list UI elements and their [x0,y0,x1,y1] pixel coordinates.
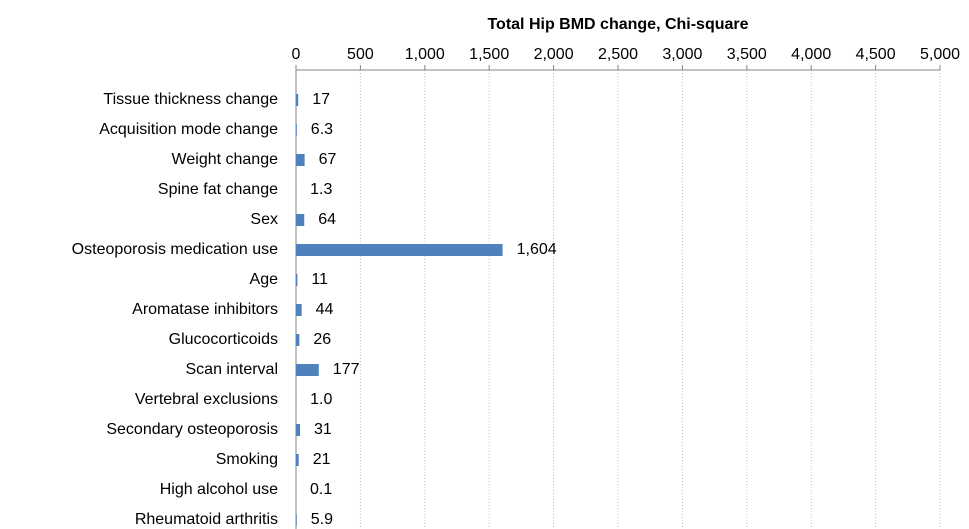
x-tick-label: 2,500 [598,46,638,63]
y-tick-label: Vertebral exclusions [135,391,278,408]
bar [296,364,319,376]
bar [296,244,503,256]
y-tick-label: Aromatase inhibitors [132,301,278,318]
x-tick-label: 1,000 [405,46,445,63]
y-tick-label: Secondary osteoporosis [106,421,278,438]
y-tick-label: Tissue thickness change [103,91,278,108]
y-tick-label: Acquisition mode change [99,121,278,138]
data-label: 1.0 [310,391,332,408]
y-tick-label: Scan interval [186,361,279,378]
bar [296,424,300,436]
bar [296,94,299,106]
y-tick-label: Osteoporosis medication use [72,241,278,258]
y-tick-label: Weight change [172,151,279,168]
data-label: 1,604 [517,241,557,258]
data-label: 17 [312,91,330,108]
bar [296,274,298,286]
chart-title: Total Hip BMD change, Chi-square [487,16,748,33]
data-label: 177 [333,361,360,378]
x-tick-label: 4,500 [856,46,896,63]
x-tick-label: 2,000 [534,46,574,63]
bar [296,454,299,466]
x-tick-label: 500 [347,46,374,63]
y-tick-label: Spine fat change [158,181,278,198]
data-label: 31 [314,421,332,438]
bar [296,334,300,346]
y-tick-label: Rheumatoid arthritis [135,511,278,528]
data-label: 64 [318,211,336,228]
data-label: 26 [313,331,331,348]
data-label: 5.9 [311,511,333,528]
x-tick-label: 5,000 [920,46,960,63]
y-tick-label: Age [250,271,279,288]
y-tick-label: High alcohol use [160,481,278,498]
x-tick-label: 1,500 [469,46,509,63]
data-label: 0.1 [310,481,332,498]
x-tick-label: 3,000 [662,46,702,63]
bar [296,214,305,226]
data-label: 1.3 [310,181,332,198]
bar [296,124,297,136]
y-tick-label: Sex [250,211,278,228]
data-label: 11 [311,271,328,288]
data-label: 6.3 [311,121,333,138]
y-tick-label: Glucocorticoids [169,331,278,348]
data-label: 67 [319,151,337,168]
x-tick-label: 0 [292,46,301,63]
bar [296,514,297,526]
y-tick-label: Smoking [216,451,278,468]
data-label: 44 [316,301,334,318]
x-tick-label: 4,000 [791,46,831,63]
x-tick-label: 3,500 [727,46,767,63]
bar [296,154,305,166]
data-label: 21 [313,451,331,468]
bar [296,304,302,316]
